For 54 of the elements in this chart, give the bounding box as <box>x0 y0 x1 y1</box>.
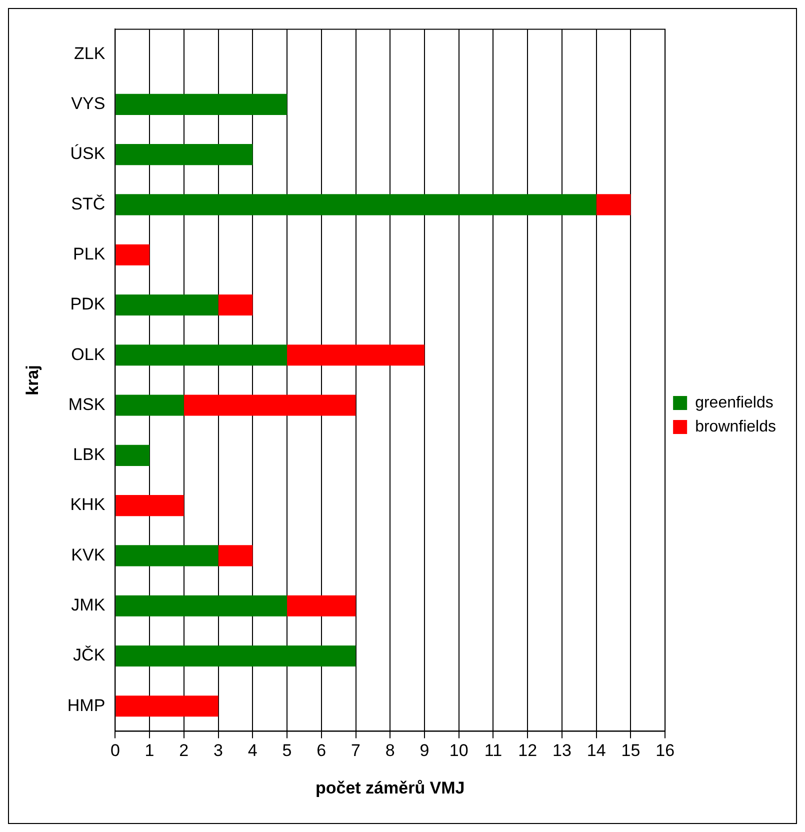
x-tick-label: 14 <box>586 741 606 760</box>
x-tick-label: 4 <box>248 741 258 760</box>
bar <box>116 545 218 566</box>
x-tick-label: 16 <box>656 741 675 760</box>
y-axis-title: kraj <box>22 365 42 396</box>
x-tick-label: 3 <box>214 741 224 760</box>
bar <box>116 595 288 616</box>
y-tick-label: OLK <box>71 344 106 364</box>
bar <box>116 144 253 166</box>
x-tick-label: 6 <box>316 741 326 760</box>
y-tick-label: STČ <box>71 194 106 214</box>
x-tick-label: 5 <box>282 741 292 760</box>
y-tick-label: VYS <box>71 94 106 114</box>
bar <box>184 394 356 416</box>
bar <box>116 394 184 416</box>
x-tick-label: 15 <box>621 741 640 760</box>
y-tick-label: PLK <box>73 244 106 264</box>
y-tick-label: KHK <box>70 495 106 514</box>
x-tick-label: 10 <box>449 741 468 760</box>
y-tick-label: ÚSK <box>70 144 106 164</box>
x-tick-label: 8 <box>385 741 395 760</box>
bar <box>116 344 288 366</box>
bar <box>287 344 424 366</box>
legend-label: brownfields <box>695 418 776 436</box>
y-tick-label: JMK <box>71 596 106 615</box>
x-tick-label: 13 <box>552 741 572 760</box>
y-tick-label: KVK <box>71 545 106 564</box>
y-tick-label: ZLK <box>74 44 106 63</box>
y-tick-label: MSK <box>68 394 106 414</box>
bar <box>287 595 356 616</box>
bar <box>116 696 218 717</box>
bar <box>116 244 150 266</box>
x-tick-label: 12 <box>518 741 538 760</box>
y-tick-label: LBK <box>73 445 106 464</box>
x-tick-label: 2 <box>179 741 189 760</box>
bar <box>116 645 356 667</box>
bar <box>116 444 150 466</box>
x-tick-label: 0 <box>110 741 120 760</box>
bar <box>116 294 218 316</box>
bar <box>218 294 253 316</box>
x-tick-label: 11 <box>484 741 502 760</box>
bar <box>116 94 288 115</box>
y-tick-label: HMP <box>67 696 106 715</box>
bar <box>116 495 184 516</box>
x-tick-label: 7 <box>351 741 360 760</box>
bar <box>596 194 631 216</box>
x-axis-title: počet záměrů VMJ <box>315 778 465 798</box>
bar <box>218 545 253 566</box>
bar <box>116 194 596 216</box>
x-tick-label: 1 <box>144 741 154 760</box>
y-tick-label: JČK <box>73 646 106 665</box>
y-tick-label: PDK <box>70 294 106 314</box>
x-tick-label: 9 <box>420 741 430 760</box>
legend-label: greenfields <box>695 394 774 412</box>
